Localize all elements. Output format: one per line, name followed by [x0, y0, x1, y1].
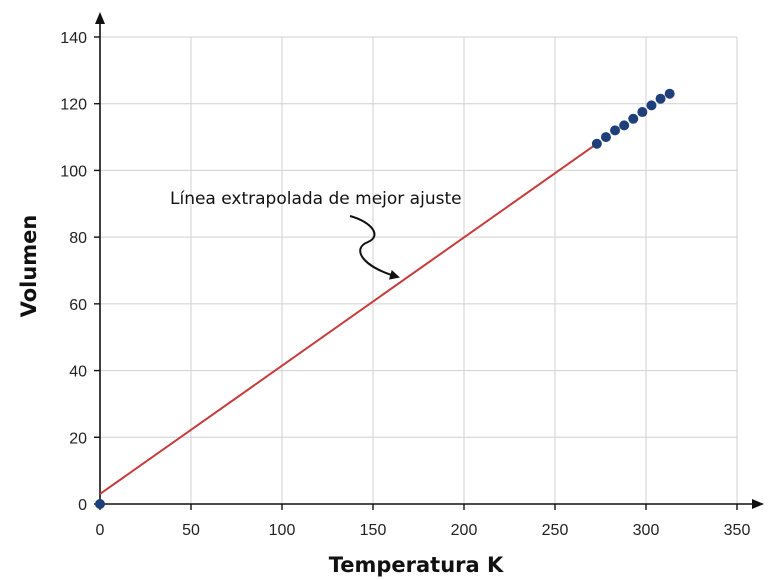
y-tick-label: 80 [69, 230, 87, 247]
x-tick-label: 0 [96, 522, 105, 539]
annotation-label: Línea extrapolada de mejor ajuste [170, 189, 462, 209]
data-point [95, 499, 105, 509]
y-tick-label: 100 [60, 163, 87, 180]
y-tick-label: 40 [69, 364, 87, 381]
x-tick-label: 300 [633, 522, 660, 539]
x-tick-label: 250 [542, 522, 569, 539]
data-point [646, 100, 657, 111]
fit-line-layer [99, 142, 598, 495]
y-tick-label: 140 [60, 30, 87, 47]
annotation-arrow [349, 215, 400, 280]
x-axis-title: Temperatura K [329, 553, 504, 577]
y-tick-label: 120 [60, 97, 87, 114]
data-point [628, 113, 639, 124]
data-point [600, 132, 611, 143]
data-point [664, 88, 675, 99]
y-tick-label: 0 [78, 497, 87, 514]
x-tick-label: 350 [724, 522, 751, 539]
x-axis-arrow-icon [752, 499, 764, 509]
data-point [591, 138, 602, 149]
y-tick-label: 60 [69, 297, 87, 314]
y-axis-title: Volumen [17, 215, 41, 318]
x-tick-labels: 0 50 100 150 200 250 300 350 [96, 522, 751, 539]
axes [94, 12, 764, 510]
fit-line [99, 142, 598, 495]
x-tick-label: 200 [451, 522, 478, 539]
data-point [655, 93, 666, 104]
x-tick-label: 150 [360, 522, 387, 539]
data-points [95, 88, 675, 509]
x-tick-label: 50 [182, 522, 200, 539]
data-point [619, 120, 630, 131]
x-tick-label: 100 [269, 522, 296, 539]
y-tick-label: 20 [69, 430, 87, 447]
data-point [610, 125, 621, 136]
y-axis-arrow-icon [95, 12, 105, 24]
y-tick-labels: 0 20 40 60 80 100 120 140 [60, 30, 87, 514]
data-point [637, 107, 648, 118]
